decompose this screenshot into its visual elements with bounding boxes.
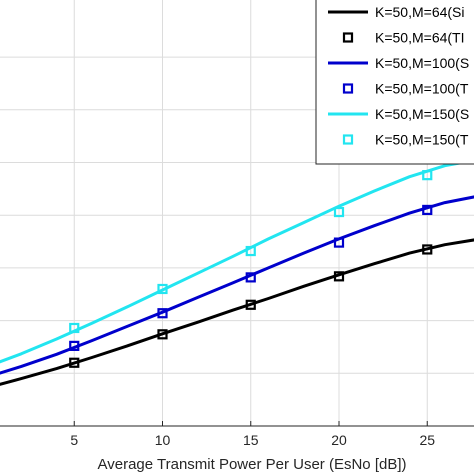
legend-box bbox=[315, 0, 474, 165]
x-tick-label: 5 bbox=[70, 432, 78, 448]
series-markers bbox=[69, 170, 433, 368]
x-tick-label: 10 bbox=[155, 432, 171, 448]
x-tick-label: 25 bbox=[419, 432, 435, 448]
x-axis-label: Average Transmit Power Per User (EsNo [d… bbox=[98, 456, 407, 473]
series-marker bbox=[69, 322, 80, 334]
legend-entry-label: K=50,M=100(S bbox=[375, 55, 469, 71]
series-marker bbox=[69, 357, 80, 368]
series-marker bbox=[157, 329, 168, 340]
series-marker bbox=[157, 283, 168, 295]
series-marker bbox=[333, 237, 345, 248]
legend-entry-label: K=50,M=64(TI bbox=[375, 30, 465, 46]
legend-marker-swatch bbox=[342, 134, 354, 145]
series-marker bbox=[245, 245, 256, 257]
legend-entry-label: K=50,M=64(Si bbox=[375, 4, 465, 20]
legend-entry-label: K=50,M=100(T bbox=[375, 81, 469, 97]
series-marker bbox=[69, 340, 80, 351]
series-marker bbox=[422, 244, 433, 255]
series-marker bbox=[245, 272, 256, 283]
x-tick-label: 20 bbox=[331, 432, 347, 448]
legend: K=50,M=64(Si K=50,M=64(TI K=50,M=100(S K=50… bbox=[315, 0, 474, 165]
series-marker bbox=[422, 204, 433, 216]
series-marker bbox=[333, 206, 345, 218]
x-ticks: 5 10 15 20 25 bbox=[70, 421, 435, 448]
legend-entry-label: K=50,M=150(T bbox=[375, 132, 469, 148]
legend-entry-label: K=50,M=150(S bbox=[375, 106, 469, 122]
series-marker bbox=[333, 271, 345, 282]
x-tick-label: 15 bbox=[243, 432, 259, 448]
legend-marker-swatch bbox=[342, 32, 354, 43]
series-marker bbox=[157, 308, 168, 319]
legend-marker-swatch bbox=[342, 83, 354, 94]
series-line bbox=[0, 195, 474, 375]
series-line bbox=[0, 238, 474, 386]
series-marker bbox=[245, 299, 256, 310]
series-marker bbox=[422, 170, 433, 181]
